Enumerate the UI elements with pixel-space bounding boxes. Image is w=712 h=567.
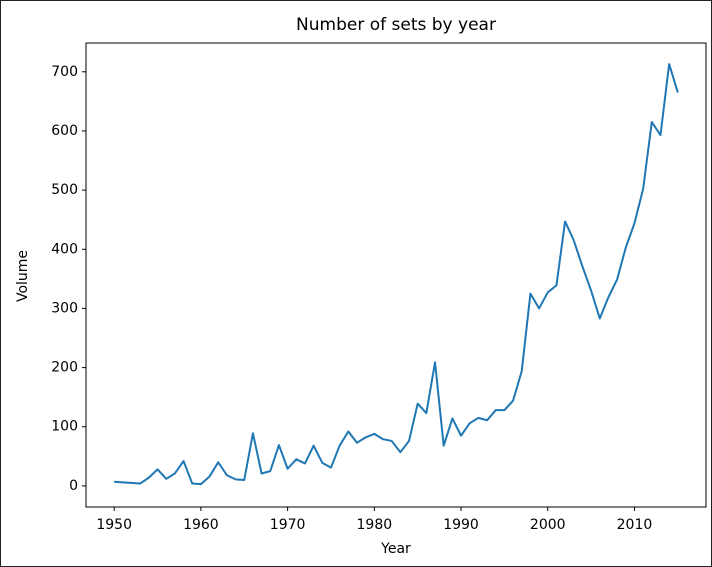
x-tick-label: 2010: [617, 517, 653, 533]
axes-frame: [85, 42, 707, 508]
y-tick-label: 500: [51, 182, 78, 198]
x-tick-label: 1960: [183, 517, 219, 533]
y-tick-label: 400: [51, 241, 78, 257]
x-tick-label: 1950: [96, 517, 132, 533]
y-axis-label: Volume: [15, 250, 31, 302]
y-tick-label: 300: [51, 300, 78, 316]
x-tick-label: 1970: [270, 517, 306, 533]
y-tick-label: 200: [51, 360, 78, 376]
x-axis-label: Year: [380, 541, 411, 557]
y-tick-label: 700: [51, 64, 78, 80]
y-tick-label: 100: [51, 419, 78, 435]
chart-title: Number of sets by year: [296, 15, 496, 35]
y-tick-label: 0: [69, 478, 78, 494]
x-tick-label: 1990: [443, 517, 479, 533]
x-tick-label: 2000: [530, 517, 566, 533]
y-tick-label: 600: [51, 123, 78, 139]
x-tick-label: 1980: [357, 517, 393, 533]
data-line: [114, 63, 679, 486]
